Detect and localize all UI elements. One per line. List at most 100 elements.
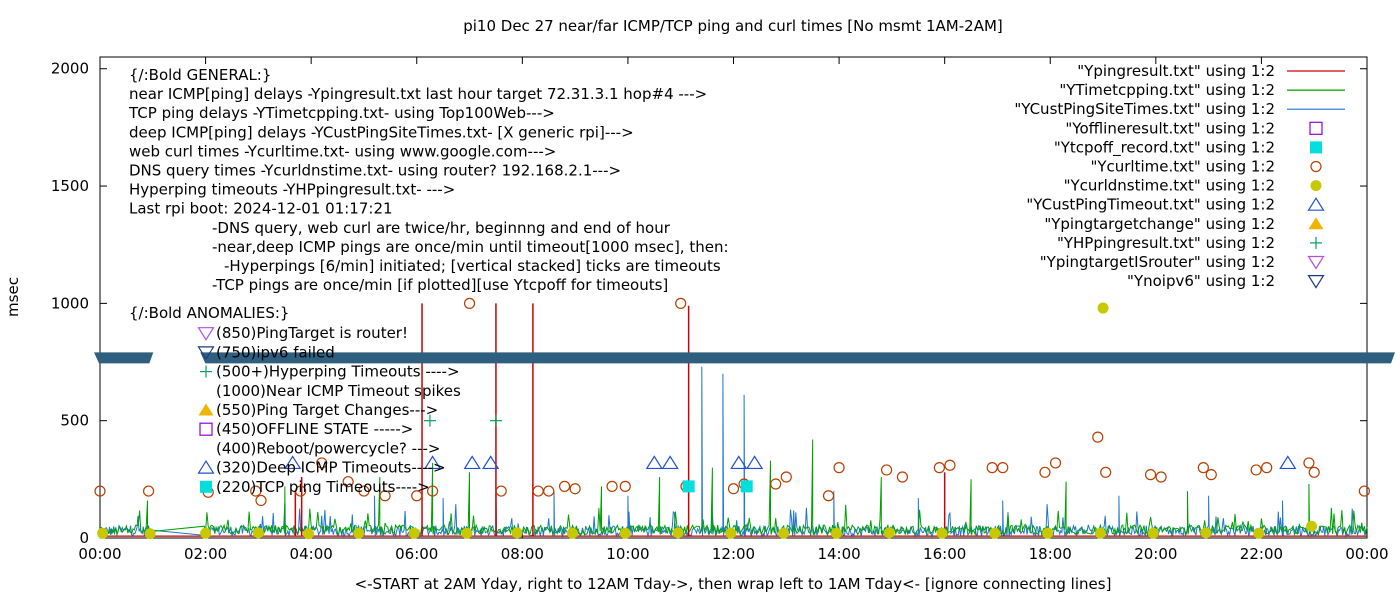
tcp-ping-trace bbox=[99, 439, 1368, 537]
curl-time-point bbox=[1100, 466, 1112, 478]
x-tick-label: 12:00 bbox=[712, 545, 755, 563]
curl-time-point bbox=[1155, 471, 1167, 483]
legend-label: "Ypingtargetchange" using 1:2 bbox=[1044, 215, 1275, 233]
x-tick-label: 22:00 bbox=[1240, 545, 1283, 563]
deep-icmp-timeout-point bbox=[284, 455, 302, 470]
note-indented-line: -near,deep ICMP pings are once/min until… bbox=[212, 238, 729, 256]
curl-time-point bbox=[1261, 462, 1273, 474]
anomaly-line: (450)OFFLINE STATE -----> bbox=[216, 420, 413, 438]
curl-time-point bbox=[1197, 462, 1209, 474]
curl-time-point bbox=[358, 485, 370, 497]
curl-time-point bbox=[1303, 457, 1315, 469]
dns-time-point bbox=[461, 527, 473, 539]
plot-area: 0 500 1000 1500 2000 00:00 02:00 04:00 06:00 08:… bbox=[51, 56, 1395, 563]
dns-time-point bbox=[1094, 527, 1106, 539]
legend-label: "Ycurltime.txt" using 1:2 bbox=[1090, 158, 1275, 176]
note-general-line: {/:Bold GENERAL:} bbox=[129, 66, 271, 84]
y-tick-label: 2000 bbox=[51, 60, 89, 78]
note-general-line: Last rpi boot: 2024-12-01 01:17:21 bbox=[129, 200, 393, 218]
note-indented-line: -DNS query, web curl are twice/hr, begin… bbox=[212, 219, 671, 237]
curl-time-point bbox=[463, 297, 476, 309]
dns-time-point bbox=[200, 527, 212, 539]
deep-icmp-timeout-point bbox=[730, 455, 748, 470]
curl-time-point bbox=[933, 462, 945, 474]
note-general-line: DNS query times -Ycurldnstime.txt- using… bbox=[129, 162, 621, 180]
dns-time-point bbox=[252, 527, 264, 539]
anomaly-line: (750)ipv6 failed bbox=[216, 343, 335, 361]
note-general-line: TCP ping delays -YTimetcpping.txt- using… bbox=[128, 104, 555, 122]
dns-time-point bbox=[1097, 302, 1109, 314]
dns-time-point bbox=[1253, 527, 1265, 539]
anomaly-marker bbox=[197, 459, 215, 474]
x-tick-label: 04:00 bbox=[290, 545, 333, 563]
chart-title: pi10 Dec 27 near/far ICMP/TCP ping and c… bbox=[463, 17, 1003, 35]
y-tick-label: 0 bbox=[79, 529, 89, 547]
curl-time-point bbox=[1308, 466, 1320, 478]
dns-time-point bbox=[408, 527, 420, 539]
legend-marker bbox=[1310, 160, 1322, 173]
curl-time-point bbox=[880, 464, 893, 476]
dns-time-point bbox=[989, 527, 1001, 539]
curl-time-point bbox=[727, 483, 740, 495]
dns-time-point bbox=[566, 527, 578, 539]
curl-time-point bbox=[94, 485, 106, 497]
anomaly-line: (220)TCP ping Timeouts----> bbox=[216, 478, 430, 496]
anomaly-line: (400)Reboot/powercycle? ---> bbox=[216, 439, 440, 457]
curl-time-point bbox=[896, 471, 909, 483]
dns-time-point bbox=[1306, 520, 1318, 532]
x-tick-label: 16:00 bbox=[923, 545, 966, 563]
curl-time-point bbox=[780, 471, 792, 483]
legend-marker bbox=[1307, 197, 1325, 211]
deep-icmp-timeout-point bbox=[1279, 455, 1297, 470]
legend-marker bbox=[1307, 275, 1325, 289]
curl-time-point bbox=[1049, 457, 1062, 469]
deep-icmp-timeout-point bbox=[645, 455, 663, 470]
curl-time-point bbox=[342, 476, 354, 488]
legend-marker bbox=[1310, 236, 1322, 249]
ipv6-failure-band bbox=[94, 352, 154, 364]
dns-time-point bbox=[883, 527, 895, 539]
note-indented-line: -Hyperpings [6/min] initiated; [vertical… bbox=[224, 257, 721, 275]
deep-icmp-timeout-point bbox=[463, 455, 481, 470]
x-tick-label: 20:00 bbox=[1134, 545, 1177, 563]
dns-time-point bbox=[97, 527, 109, 539]
y-tick-label: 1500 bbox=[51, 177, 89, 195]
x-tick-label: 02:00 bbox=[184, 545, 227, 563]
legend-label: "Ypingresult.txt" using 1:2 bbox=[1077, 62, 1275, 80]
anomaly-marker bbox=[200, 480, 212, 493]
dns-time-point bbox=[778, 527, 790, 539]
deep-icmp-timeout-point bbox=[661, 455, 679, 470]
curl-time-point bbox=[944, 459, 956, 471]
dns-time-point bbox=[830, 527, 842, 539]
y-axis-label: msec bbox=[4, 277, 22, 317]
anomalies-title: {/:Bold ANOMALIES:} bbox=[129, 304, 289, 322]
curl-time-point bbox=[569, 483, 581, 495]
legend: "Ypingresult.txt" using 1:2"YTimetcpping… bbox=[1014, 62, 1345, 290]
legend-label: "YCustPingSiteTimes.txt" using 1:2 bbox=[1014, 100, 1275, 118]
legend-marker bbox=[1307, 255, 1325, 270]
legend-label: "Ycurldnstime.txt" using 1:2 bbox=[1064, 177, 1275, 195]
legend-label: "Ynoipv6" using 1:2 bbox=[1127, 272, 1275, 290]
note-general-line: deep ICMP[ping] delays -YCustPingSiteTim… bbox=[129, 123, 634, 141]
legend-label: "YpingtargetISrouter" using 1:2 bbox=[1040, 253, 1275, 271]
dns-time-point bbox=[511, 527, 523, 539]
curl-time-point bbox=[822, 490, 835, 502]
ipv6-failure-band bbox=[200, 352, 1395, 364]
anomaly-line: (500+)Hyperping Timeouts ----> bbox=[216, 363, 460, 381]
note-general-line: Hyperping timeouts -YHPpingresult.txt- -… bbox=[129, 181, 455, 199]
dns-time-point bbox=[725, 527, 737, 539]
series-marks bbox=[94, 297, 1370, 540]
anomaly-line: (550)Ping Target Changes---> bbox=[216, 401, 438, 419]
curl-time-point bbox=[532, 485, 544, 497]
curl-time-point bbox=[142, 485, 155, 497]
curl-time-point bbox=[833, 462, 845, 474]
hyperping-timeout-point bbox=[489, 414, 502, 427]
curl-time-point bbox=[1250, 464, 1262, 476]
curl-time-point bbox=[495, 485, 507, 497]
curl-time-point bbox=[606, 480, 618, 492]
curl-time-point bbox=[543, 485, 555, 497]
curl-time-point bbox=[619, 480, 631, 492]
legend-marker bbox=[1308, 217, 1324, 230]
legend-label: "YHPpingresult.txt" using 1:2 bbox=[1057, 234, 1275, 252]
